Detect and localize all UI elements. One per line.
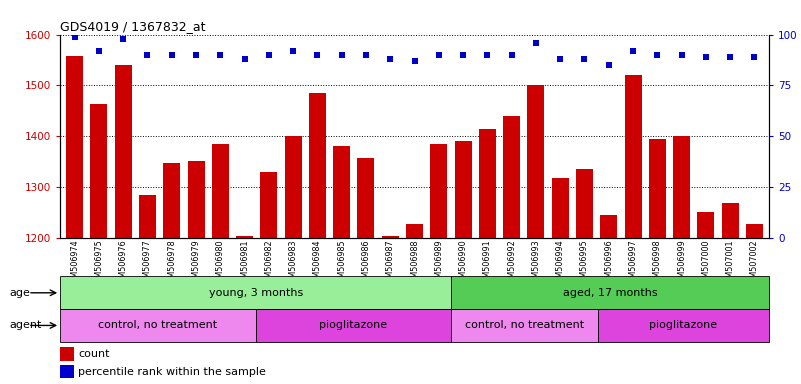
Bar [163, 163, 180, 238]
Point [626, 48, 639, 54]
Point [408, 58, 421, 64]
Bar [600, 215, 618, 238]
Bar [552, 178, 569, 238]
Text: aged, 17 months: aged, 17 months [563, 288, 658, 298]
Bar [451, 309, 598, 342]
Point [602, 62, 615, 68]
Bar [115, 65, 131, 238]
Text: pioglitazone: pioglitazone [650, 320, 718, 331]
Text: agent: agent [10, 320, 42, 331]
Point [578, 56, 591, 62]
Bar [60, 309, 256, 342]
Point [481, 52, 493, 58]
Bar [211, 144, 229, 238]
Bar [187, 161, 204, 238]
Bar [309, 93, 326, 238]
Bar [139, 195, 156, 238]
Bar [60, 276, 451, 309]
Bar [649, 139, 666, 238]
Bar [455, 141, 472, 238]
Bar [576, 169, 593, 238]
Point [336, 52, 348, 58]
Bar [746, 224, 763, 238]
Bar [256, 309, 451, 342]
Point [529, 40, 542, 46]
Text: control, no treatment: control, no treatment [99, 320, 217, 331]
Point [433, 52, 445, 58]
Point [457, 52, 469, 58]
Bar [698, 212, 714, 238]
Point [553, 56, 566, 62]
Point [311, 52, 324, 58]
Bar [722, 204, 739, 238]
Point [68, 33, 81, 40]
Text: control, no treatment: control, no treatment [465, 320, 584, 331]
Point [651, 52, 664, 58]
Point [190, 52, 203, 58]
Bar [673, 136, 690, 238]
Bar [284, 136, 302, 238]
Text: young, 3 months: young, 3 months [208, 288, 303, 298]
Point [238, 56, 251, 62]
Point [165, 52, 178, 58]
Bar [66, 56, 83, 238]
Text: percentile rank within the sample: percentile rank within the sample [78, 366, 266, 377]
Bar [357, 158, 374, 238]
Point [117, 36, 130, 42]
Bar [451, 276, 769, 309]
Point [92, 48, 105, 54]
Text: count: count [78, 349, 110, 359]
Bar [236, 235, 253, 238]
Point [748, 54, 761, 60]
Point [360, 52, 372, 58]
Text: pioglitazone: pioglitazone [320, 320, 388, 331]
Point [214, 52, 227, 58]
Bar [382, 235, 399, 238]
Bar [60, 365, 74, 379]
Point [724, 54, 737, 60]
Bar [430, 144, 447, 238]
Point [699, 54, 712, 60]
Point [675, 52, 688, 58]
Bar [91, 104, 107, 238]
Text: GDS4019 / 1367832_at: GDS4019 / 1367832_at [60, 20, 206, 33]
Point [263, 52, 276, 58]
Bar [406, 224, 423, 238]
Point [505, 52, 518, 58]
Bar [598, 309, 769, 342]
Bar [479, 129, 496, 238]
Bar [503, 116, 520, 238]
Bar [60, 347, 74, 361]
Text: age: age [10, 288, 30, 298]
Bar [333, 147, 350, 238]
Bar [625, 75, 642, 238]
Bar [260, 172, 277, 238]
Bar [527, 86, 545, 238]
Point [384, 56, 396, 62]
Point [141, 52, 154, 58]
Point [287, 48, 300, 54]
